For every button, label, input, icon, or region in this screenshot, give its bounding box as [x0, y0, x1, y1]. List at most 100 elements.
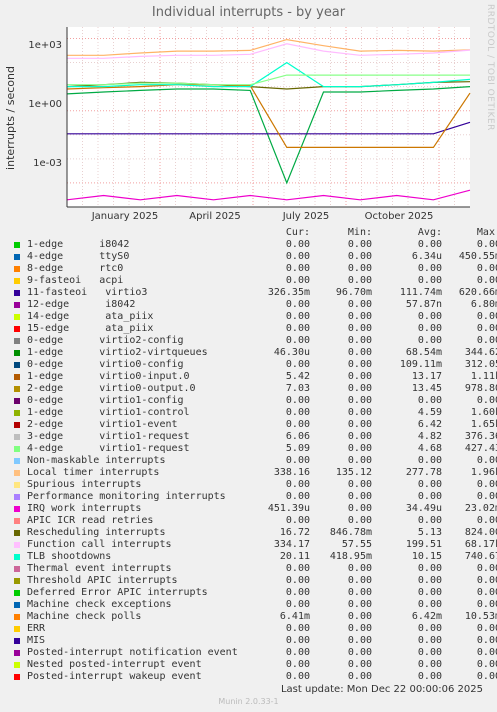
legend-swatch [14, 254, 20, 260]
header-avg: Avg: [417, 227, 442, 238]
legend-cur: 0.00 [285, 455, 310, 466]
legend-row: 3-edge virtio1-request 6.06 0.00 4.82 376.36 [14, 431, 497, 443]
legend-min: 0.00 [347, 395, 372, 406]
legend-cur: 326.35m [267, 287, 310, 298]
legend-max: 6.80m [470, 299, 497, 310]
legend-avg: 57.87n [405, 299, 442, 310]
legend: Cur: Min: Avg: Max: 1-edge i80420.000.00… [14, 227, 497, 683]
legend-row: MIS 0.00 0.00 0.00 0.00 [14, 635, 497, 647]
legend-max: 740.67 [464, 551, 497, 562]
legend-label: Posted-interrupt wakeup event [27, 671, 202, 682]
legend-cur: 7.03 [285, 383, 310, 394]
legend-row: 14-edge ata_piix 0.00 0.00 0.00 0.00 [14, 311, 497, 323]
legend-cur: 0.00 [285, 323, 310, 334]
legend-swatch [14, 362, 20, 368]
legend-row: 4-edge virtio1-request 5.09 0.00 4.68 427.43 [14, 443, 497, 455]
legend-label: 4-edge ttyS0 [27, 251, 130, 262]
legend-avg: 4.82 [417, 431, 442, 442]
rrdtool-credit: RRDTOOL / TOBI OETIKER [485, 4, 495, 131]
legend-avg: 0.00 [417, 671, 442, 682]
legend-cur: 0.00 [285, 587, 310, 598]
legend-avg: 4.59 [417, 407, 442, 418]
legend-max: 1.60k [470, 407, 497, 418]
legend-row: 0-edge virtio2-config 0.00 0.00 0.00 0.00 [14, 335, 497, 347]
legend-swatch [14, 446, 20, 452]
legend-avg: 13.17 [411, 371, 442, 382]
legend-max: 10.53m [464, 611, 497, 622]
legend-swatch [14, 422, 20, 428]
legend-label: 15-edge ata_piix [27, 323, 154, 334]
axes [66, 27, 470, 208]
legend-cur: 0.00 [285, 479, 310, 490]
legend-max: 0.00 [476, 563, 497, 574]
series-line [66, 84, 471, 148]
legend-row: Machine check exceptions 0.00 0.00 0.00 0.00 [14, 599, 497, 611]
legend-swatch [14, 398, 20, 404]
legend-swatch [14, 326, 20, 332]
legend-label: 2-edge virtio0-output.0 [27, 383, 196, 394]
legend-cur: 0.00 [285, 239, 310, 250]
legend-label: Performance monitoring interrupts [27, 491, 226, 502]
y-tick-1000: 1e+03 [28, 40, 62, 51]
legend-label: Threshold APIC interrupts [27, 575, 178, 586]
legend-cur: 6.41m [279, 611, 310, 622]
legend-swatch [14, 626, 20, 632]
legend-swatch [14, 434, 20, 440]
legend-min: 0.00 [347, 623, 372, 634]
legend-row: 1-edge i8042 0.00 0.00 0.00 0.00 [14, 239, 497, 251]
legend-cur: 338.16 [273, 467, 310, 478]
legend-label: 8-edge rtc0 [27, 263, 124, 274]
legend-swatch [14, 290, 20, 296]
legend-min: 0.00 [347, 491, 372, 502]
legend-label: 0-edge virtio1-config [27, 395, 184, 406]
legend-cur: 0.00 [285, 335, 310, 346]
legend-cur: 0.00 [285, 575, 310, 586]
legend-swatch [14, 518, 20, 524]
legend-label: Posted-interrupt notification event [27, 647, 238, 658]
legend-min: 96.70m [335, 287, 372, 298]
legend-cur: 0.00 [285, 599, 310, 610]
legend-label: 3-edge virtio1-request [27, 431, 190, 442]
legend-swatch [14, 650, 20, 656]
legend-swatch [14, 302, 20, 308]
legend-label: Non-maskable interrupts [27, 455, 166, 466]
legend-row: 8-edge rtc0 0.00 0.00 0.00 0.00 [14, 263, 497, 275]
legend-max: 0.00 [476, 599, 497, 610]
legend-swatch [14, 410, 20, 416]
legend-avg: 0.00 [417, 575, 442, 586]
legend-row: Function call interrupts 334.17 57.55 199.5… [14, 539, 497, 551]
legend-max: 0.00 [476, 263, 497, 274]
legend-row: 1-edge virtio2-virtqueues 46.30u 0.00 68.54… [14, 347, 497, 359]
legend-label: Deferred Error APIC interrupts [27, 587, 208, 598]
legend-max: 0.00 [476, 479, 497, 490]
legend-avg: 0.00 [417, 647, 442, 658]
x-tick-october: October 2025 [365, 211, 434, 222]
legend-label: Spurious interrupts [27, 479, 142, 490]
legend-avg: 0.00 [417, 563, 442, 574]
legend-swatch [14, 506, 20, 512]
legend-max: 312.05 [464, 359, 497, 370]
legend-label: 14-edge ata_piix [27, 311, 154, 322]
legend-min: 0.00 [347, 635, 372, 646]
legend-min: 0.00 [347, 251, 372, 262]
legend-min: 0.00 [347, 563, 372, 574]
legend-row: 12-edge i8042 0.00 0.00 57.87n 6.80m [14, 299, 497, 311]
legend-row: TLB shootdowns 20.11 418.95m 10.15 740.67 [14, 551, 497, 563]
legend-label: MIS [27, 635, 46, 646]
legend-header: Cur: Min: Avg: Max: [14, 227, 497, 239]
legend-min: 0.00 [347, 599, 372, 610]
legend-label: 4-edge virtio1-request [27, 443, 190, 454]
legend-swatch [14, 602, 20, 608]
legend-avg: 277.78 [405, 467, 442, 478]
header-min: Min: [347, 227, 372, 238]
legend-swatch [14, 470, 20, 476]
legend-min: 0.00 [347, 383, 372, 394]
legend-cur: 451.39u [267, 503, 310, 514]
legend-min: 0.00 [347, 611, 372, 622]
legend-label: 1-edge virtio0-input.0 [27, 371, 190, 382]
legend-avg: 6.42 [417, 419, 442, 430]
legend-label: Rescheduling interrupts [27, 527, 166, 538]
legend-cur: 334.17 [273, 539, 310, 550]
legend-max: 0.00 [476, 455, 497, 466]
legend-row: 9-fasteoi acpi 0.00 0.00 0.00 0.00 [14, 275, 497, 287]
